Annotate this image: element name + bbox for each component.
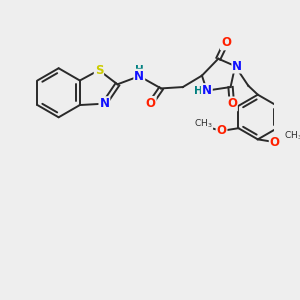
Text: N: N <box>134 70 144 83</box>
Text: H: H <box>135 65 144 75</box>
Text: S: S <box>95 64 103 77</box>
Text: CH$_3$: CH$_3$ <box>194 118 213 130</box>
Text: N: N <box>99 97 110 110</box>
Text: N: N <box>202 84 212 97</box>
Text: O: O <box>217 124 226 137</box>
Text: H: H <box>194 85 203 96</box>
Text: O: O <box>146 97 156 110</box>
Text: N: N <box>232 60 242 73</box>
Text: O: O <box>227 98 237 110</box>
Text: CH$_3$: CH$_3$ <box>284 129 300 142</box>
Text: O: O <box>270 136 280 148</box>
Text: O: O <box>221 36 231 50</box>
